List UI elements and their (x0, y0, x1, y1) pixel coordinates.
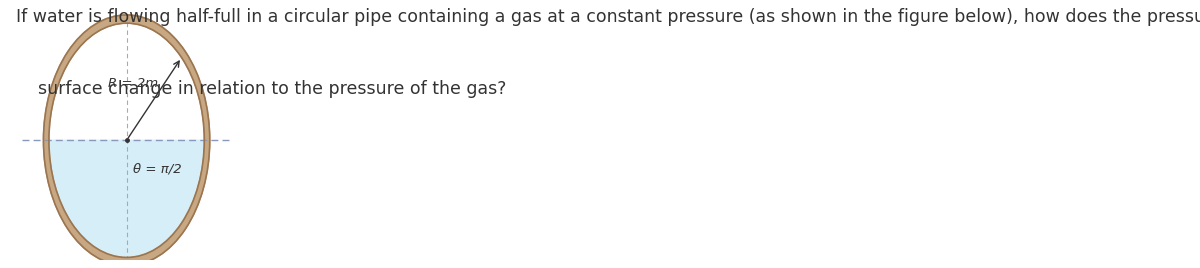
Text: θ = π/2: θ = π/2 (133, 163, 181, 176)
Polygon shape (49, 140, 204, 258)
Text: surface change in relation to the pressure of the gas?: surface change in relation to the pressu… (16, 80, 506, 98)
Polygon shape (43, 15, 210, 266)
Text: R = 2m: R = 2m (108, 77, 158, 90)
Text: If water is flowing half-full in a circular pipe containing a gas at a constant : If water is flowing half-full in a circu… (16, 8, 1200, 26)
